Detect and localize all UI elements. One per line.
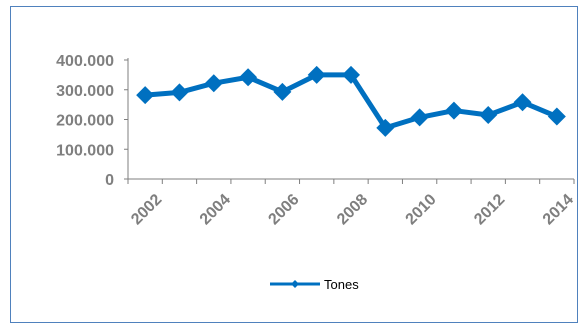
legend-label-tones: Tones	[324, 277, 359, 292]
data-point-diamond	[307, 65, 326, 84]
data-point-diamond	[513, 93, 532, 112]
y-tick-label: 100.000	[56, 142, 114, 159]
x-tick-label: 2012	[471, 191, 508, 228]
y-tick-label: 0	[105, 172, 114, 189]
data-point-diamond	[273, 82, 292, 101]
data-point-diamond	[239, 68, 258, 87]
x-tick-label: 2004	[197, 191, 234, 228]
legend-diamond-marker	[291, 280, 299, 288]
data-point-diamond	[410, 108, 429, 127]
x-tick-label: 2002	[128, 191, 165, 228]
x-tick-label: 2006	[265, 191, 302, 228]
x-tick-label: 2010	[403, 191, 440, 228]
x-axis: 2002 2004 2006 2008 2010 2012 2014	[127, 178, 577, 228]
y-tick-label: 400.000	[56, 53, 114, 70]
x-tick-label: 2008	[334, 191, 371, 228]
y-axis: 0 100.000 200.000 300.000 400.000	[56, 53, 129, 189]
data-point-diamond	[342, 65, 360, 84]
chart-frame	[10, 6, 578, 323]
data-point-diamond	[479, 106, 498, 125]
data-point-diamond	[204, 74, 223, 93]
x-tick-label: 2014	[540, 191, 577, 228]
data-point-diamond	[547, 107, 566, 126]
y-tick-label: 200.000	[56, 113, 114, 130]
legend: Tones	[270, 277, 359, 292]
series-tones	[136, 65, 566, 137]
data-point-diamond	[444, 101, 463, 120]
data-point-diamond	[136, 86, 155, 105]
data-point-diamond	[170, 83, 189, 102]
data-point-diamond	[376, 118, 395, 137]
y-tick-label: 300.000	[56, 83, 114, 100]
